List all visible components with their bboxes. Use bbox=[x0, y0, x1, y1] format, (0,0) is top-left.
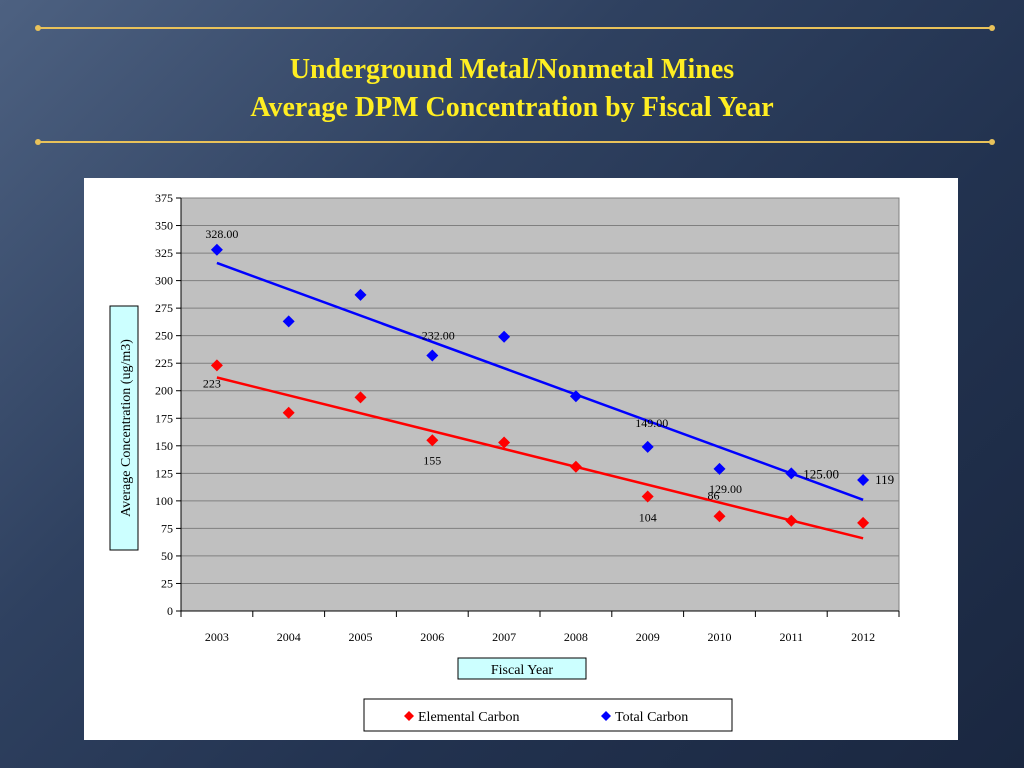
slide-title-line1: Underground Metal/Nonmetal Mines bbox=[289, 54, 735, 85]
legend-marker-total-carbon bbox=[601, 711, 611, 721]
y-tick-label: 175 bbox=[155, 411, 173, 425]
data-label: 125.00 bbox=[803, 466, 839, 481]
x-axis-label: Fiscal Year bbox=[491, 663, 554, 678]
legend-box bbox=[363, 698, 733, 732]
y-tick-label: 75 bbox=[161, 521, 173, 535]
y-tick-label: 375 bbox=[155, 191, 173, 205]
y-tick-label: 25 bbox=[161, 576, 173, 590]
y-tick-label: 350 bbox=[155, 219, 173, 233]
y-tick-label: 50 bbox=[161, 549, 173, 563]
elemental-carbon-point bbox=[498, 436, 511, 449]
y-axis-label-box bbox=[109, 305, 139, 551]
data-label: 149.00 bbox=[635, 416, 668, 430]
elemental-carbon-point bbox=[426, 434, 439, 447]
x-tick-label: 2006 bbox=[420, 630, 444, 644]
elemental-carbon-point bbox=[713, 510, 726, 523]
data-label: 232.00 bbox=[422, 328, 455, 342]
elemental-carbon-point bbox=[641, 490, 654, 503]
y-tick-label: 150 bbox=[155, 439, 173, 453]
x-tick-label: 2011 bbox=[780, 630, 804, 644]
y-tick-label: 275 bbox=[155, 301, 173, 315]
x-tick-label: 2005 bbox=[349, 630, 373, 644]
data-label: 86 bbox=[708, 488, 720, 502]
y-tick-label: 225 bbox=[155, 356, 173, 370]
x-axis-label-box bbox=[457, 657, 587, 680]
total-carbon-point bbox=[354, 288, 367, 301]
y-tick-label: 200 bbox=[155, 384, 173, 398]
total-carbon-point bbox=[569, 390, 582, 403]
elemental-carbon-point bbox=[785, 514, 798, 527]
elemental-carbon-point bbox=[857, 516, 870, 529]
total-carbon-point bbox=[498, 330, 511, 343]
elemental-carbon-point bbox=[282, 406, 295, 419]
elemental-carbon-point bbox=[569, 460, 582, 473]
total-carbon-point bbox=[785, 467, 798, 480]
data-label: 155 bbox=[423, 453, 441, 467]
y-tick-label: 325 bbox=[155, 246, 173, 260]
legend-label-elemental-carbon: Elemental Carbon bbox=[418, 710, 519, 725]
chart-panel: 0 25 50 75 100 125 150 175 200 225 250 275 300 325 350… bbox=[84, 178, 958, 740]
data-label: 104 bbox=[639, 510, 657, 524]
legend-label-total-carbon: Total Carbon bbox=[615, 710, 688, 725]
elemental-carbon-point bbox=[354, 391, 367, 404]
slide-title-line2: Average DPM Concentration by Fiscal Year bbox=[250, 92, 774, 123]
total-carbon-point bbox=[282, 315, 295, 328]
x-tick-label: 2008 bbox=[564, 630, 588, 644]
y-tick-label: 300 bbox=[155, 274, 173, 288]
total-carbon-point bbox=[857, 473, 870, 486]
title-rule-bottom bbox=[35, 139, 995, 145]
data-label: 223 bbox=[203, 376, 221, 390]
x-tick-label: 2004 bbox=[277, 630, 301, 644]
trendline-total-carbon bbox=[216, 261, 864, 501]
y-axis-label: Average Concentration (ug/m3) bbox=[119, 339, 134, 517]
y-tick-label: 125 bbox=[155, 466, 173, 480]
y-tick-label: 100 bbox=[155, 494, 173, 508]
data-label: 328.00 bbox=[205, 227, 238, 241]
total-carbon-point bbox=[210, 243, 223, 256]
title-rule-top bbox=[35, 25, 995, 31]
elemental-carbon-point bbox=[210, 359, 223, 372]
data-label: 119 bbox=[875, 472, 894, 487]
x-tick-label: 2010 bbox=[708, 630, 732, 644]
total-carbon-point bbox=[713, 462, 726, 475]
legend-marker-elemental-carbon bbox=[404, 711, 414, 721]
plot-area bbox=[180, 197, 900, 612]
y-tick-label: 250 bbox=[155, 329, 173, 343]
total-carbon-point bbox=[426, 349, 439, 362]
data-label: 129.00 bbox=[709, 482, 742, 496]
x-tick-label: 2012 bbox=[851, 630, 875, 644]
x-tick-label: 2003 bbox=[205, 630, 229, 644]
y-tick-label: 0 bbox=[167, 604, 173, 618]
total-carbon-point bbox=[641, 440, 654, 453]
x-tick-label: 2007 bbox=[492, 630, 516, 644]
dpm-chart: 0 25 50 75 100 125 150 175 200 225 250 275 300 325 350… bbox=[109, 191, 900, 732]
trendline-elemental-carbon bbox=[216, 376, 864, 540]
x-tick-label: 2009 bbox=[636, 630, 660, 644]
